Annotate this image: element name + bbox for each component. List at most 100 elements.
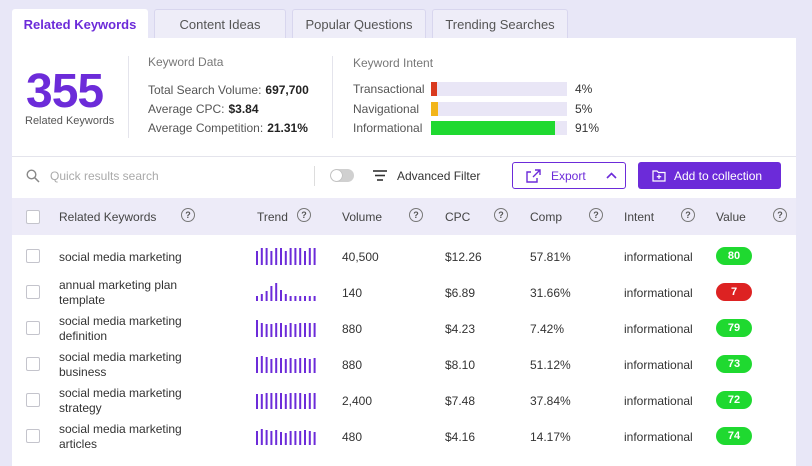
trend-bar [294, 393, 297, 409]
cpc-cell: $4.16 [445, 430, 476, 444]
trend-sparkline [256, 248, 316, 265]
trend-bar [284, 251, 287, 265]
intent-cell: informational [624, 430, 693, 444]
intent-label: Transactional [353, 82, 425, 96]
help-icon[interactable]: ? [589, 208, 603, 222]
trend-bar [313, 248, 316, 265]
intent-row: Transactional 4% [353, 81, 592, 97]
select-all-checkbox[interactable] [26, 210, 40, 224]
help-icon[interactable]: ? [681, 208, 695, 222]
trend-bar [260, 429, 263, 445]
tab-popular-questions[interactable]: Popular Questions [292, 9, 426, 39]
trend-bar [275, 283, 278, 301]
keyword-link[interactable]: social media marketing definition [59, 314, 182, 343]
column-header-comp[interactable]: Comp [530, 210, 563, 224]
trend-bar [260, 356, 263, 373]
export-button[interactable]: Export [512, 162, 626, 189]
trend-bar [313, 432, 316, 445]
keyword-link[interactable]: social media marketing business [59, 350, 182, 379]
help-icon[interactable]: ? [181, 208, 195, 222]
intent-row: Informational 91% [353, 120, 599, 136]
quick-search-input[interactable] [50, 166, 290, 186]
tab-trending-searches[interactable]: Trending Searches [432, 9, 568, 39]
help-icon[interactable]: ? [297, 208, 311, 222]
trend-bar [275, 358, 278, 373]
trend-bar [299, 248, 302, 265]
trend-bar [299, 296, 302, 301]
trend-bar [304, 394, 306, 409]
chevron-up-icon [606, 172, 617, 179]
comp-cell: 37.84% [530, 394, 571, 408]
trend-bar [294, 248, 297, 265]
cpc-cell: $7.48 [445, 394, 476, 408]
row-checkbox[interactable] [26, 321, 40, 335]
trend-bar [308, 296, 311, 301]
advanced-filter-button[interactable]: Advanced Filter [397, 169, 481, 183]
trend-sparkline [256, 393, 316, 409]
tab-content-ideas[interactable]: Content Ideas [154, 9, 286, 39]
intent-cell: informational [624, 286, 693, 300]
row-checkbox[interactable] [26, 357, 40, 371]
trend-bar [284, 325, 287, 337]
trend-bar [289, 358, 292, 373]
column-header-cpc[interactable]: CPC [445, 210, 471, 224]
cpc-cell: $4.23 [445, 322, 476, 336]
trend-bar [308, 248, 311, 265]
average-cpc-value: $3.84 [228, 102, 259, 116]
trend-bar [265, 430, 268, 445]
column-header-trend[interactable]: Trend [257, 210, 288, 224]
column-header-volume[interactable]: Volume [342, 210, 383, 224]
row-checkbox[interactable] [26, 249, 40, 263]
table-row[interactable]: social media marketing strategy 2,400 $7.4… [12, 382, 796, 418]
trend-bar [308, 431, 311, 445]
trend-bar [265, 248, 268, 265]
intent-cell: informational [624, 394, 693, 408]
trend-bar [299, 393, 302, 409]
comp-cell: 51.12% [530, 358, 571, 372]
trend-bar [256, 251, 258, 265]
trend-bar [308, 359, 311, 373]
keyword-data-title: Keyword Data [148, 55, 224, 69]
cpc-cell: $12.26 [445, 250, 482, 264]
table-row[interactable]: annual marketing plan template 140 $6.89 31… [12, 274, 796, 310]
total-search-volume-value: 697,700 [265, 83, 309, 97]
trend-bar [284, 433, 287, 445]
row-checkbox[interactable] [26, 393, 40, 407]
trend-bar [280, 323, 282, 337]
keyword-link[interactable]: social media marketing articles [59, 422, 182, 451]
trend-bar [256, 296, 258, 301]
column-header-intent[interactable]: Intent [624, 210, 655, 224]
value-badge: 74 [716, 427, 752, 445]
help-icon[interactable]: ? [409, 208, 423, 222]
filter-toggle[interactable] [330, 169, 354, 182]
column-header-value[interactable]: Value [716, 210, 746, 224]
help-icon[interactable]: ? [494, 208, 508, 222]
trend-bar [304, 358, 306, 373]
table-row[interactable]: social media marketing definition 880 $4.2… [12, 310, 796, 346]
total-search-volume-label: Total Search Volume: [148, 83, 262, 97]
trend-bar [289, 393, 292, 409]
trend-bar [256, 357, 258, 373]
row-checkbox[interactable] [26, 429, 40, 443]
trend-bar [299, 431, 302, 445]
keyword-link[interactable]: social media marketing strategy [59, 386, 182, 415]
intent-bar-fill [431, 82, 437, 96]
row-checkbox[interactable] [26, 285, 40, 299]
column-header-keyword[interactable]: Related Keywords [59, 210, 157, 224]
tab-related-keywords[interactable]: Related Keywords [12, 9, 148, 39]
results-panel: 355 Related Keywords Keyword Data Total … [12, 38, 796, 466]
trend-bar [275, 393, 278, 409]
add-to-collection-button[interactable]: Add to collection [638, 162, 781, 189]
divider [332, 56, 333, 138]
keyword-link[interactable]: annual marketing plan template [59, 278, 178, 307]
tab-bar: Related Keywords Content Ideas Popular Q… [12, 9, 568, 39]
trend-bar [304, 296, 306, 301]
table-row[interactable]: social media marketing business 880 $8.10 5… [12, 346, 796, 382]
table-row[interactable]: social media marketing articles 480 $4.16 1… [12, 418, 796, 454]
table-row[interactable]: social media marketing 40,500 $12.26 57.81%… [12, 238, 796, 274]
trend-bar [265, 291, 268, 301]
trend-bar [275, 323, 278, 337]
keyword-link[interactable]: social media marketing [59, 250, 182, 264]
help-icon[interactable]: ? [773, 208, 787, 222]
comp-cell: 7.42% [530, 322, 565, 336]
